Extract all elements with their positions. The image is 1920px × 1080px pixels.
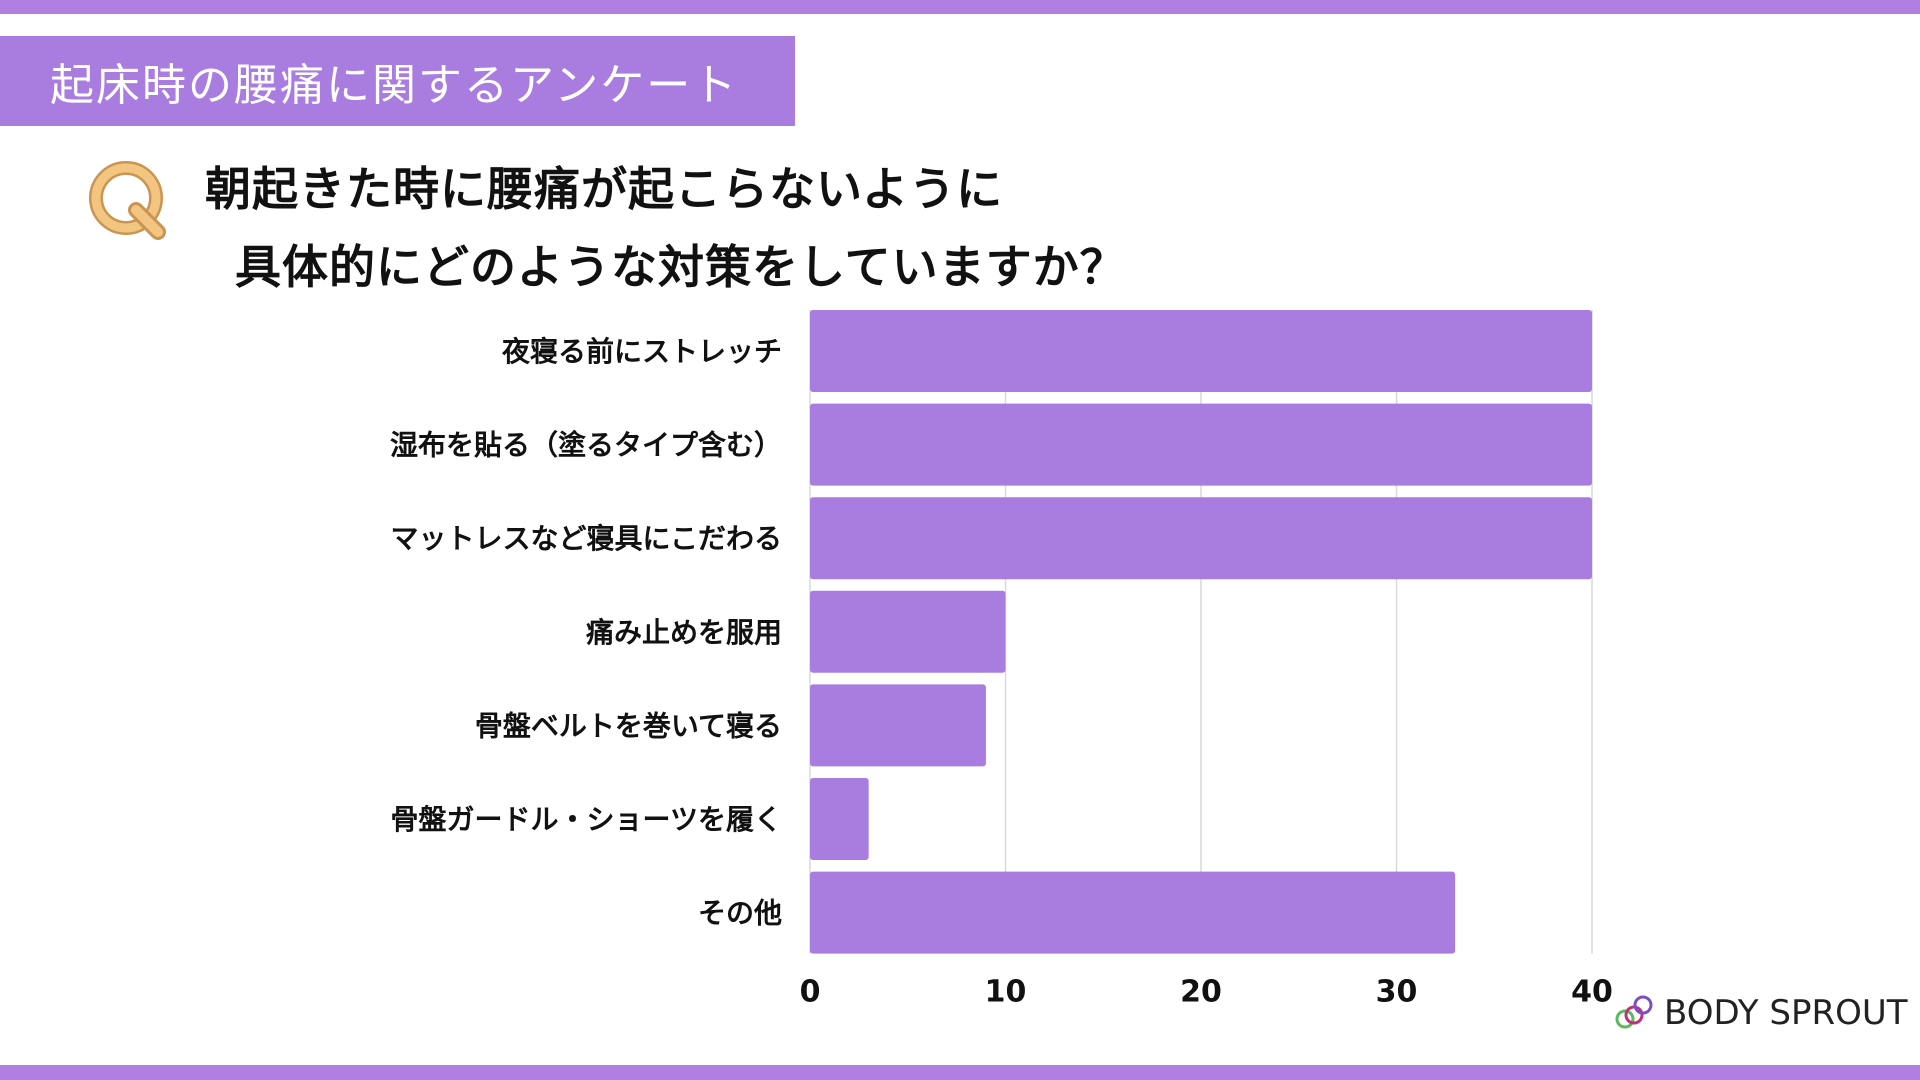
q-icon: [89, 161, 166, 240]
question-line-2: 具体的にどのような対策をしていますか？: [235, 240, 1127, 294]
x-tick-label-4: 40: [1571, 975, 1613, 1010]
category-label-6: その他: [698, 897, 782, 930]
question-text: 朝起きた時に腰痛が起こらないように 具体的にどのような対策をしていますか？: [205, 150, 1127, 306]
top-accent-bar: [0, 0, 1920, 14]
category-label-1: 湿布を貼る（塗るタイプ含む）: [390, 429, 782, 462]
x-tick-label-3: 30: [1376, 975, 1418, 1010]
bar-2: [810, 497, 1592, 580]
bar-0: [810, 310, 1592, 392]
bar-5: [810, 778, 869, 860]
sprout-logo-icon: [1615, 995, 1653, 1029]
category-label-5: 骨盤ガードル・ショーツを履く: [391, 803, 782, 836]
bar-3: [810, 590, 1006, 673]
category-label-4: 骨盤ベルトを巻いて寝る: [475, 709, 782, 742]
category-label-3: 痛み止めを服用: [586, 616, 782, 649]
question-line-1: 朝起きた時に腰痛が起こらないように: [205, 162, 1004, 216]
x-tick-label-2: 20: [1180, 975, 1222, 1010]
category-label-0: 夜寝る前にストレッチ: [501, 335, 782, 368]
x-tick-label-0: 0: [800, 975, 821, 1010]
bottom-accent-bar: [0, 1065, 1920, 1080]
bar-4: [810, 684, 986, 767]
header-banner: 起床時の腰痛に関するアンケート: [0, 36, 795, 126]
header-title: 起床時の腰痛に関するアンケート: [50, 60, 739, 111]
bar-6: [810, 871, 1456, 954]
category-label-2: マットレスなど寝具にこだわる: [391, 522, 782, 555]
logo-text: BODY SPROUT: [1664, 993, 1908, 1033]
brand-logo: BODY SPROUT: [1612, 993, 1908, 1033]
bar-1: [810, 403, 1592, 486]
x-tick-label-1: 10: [985, 975, 1027, 1010]
